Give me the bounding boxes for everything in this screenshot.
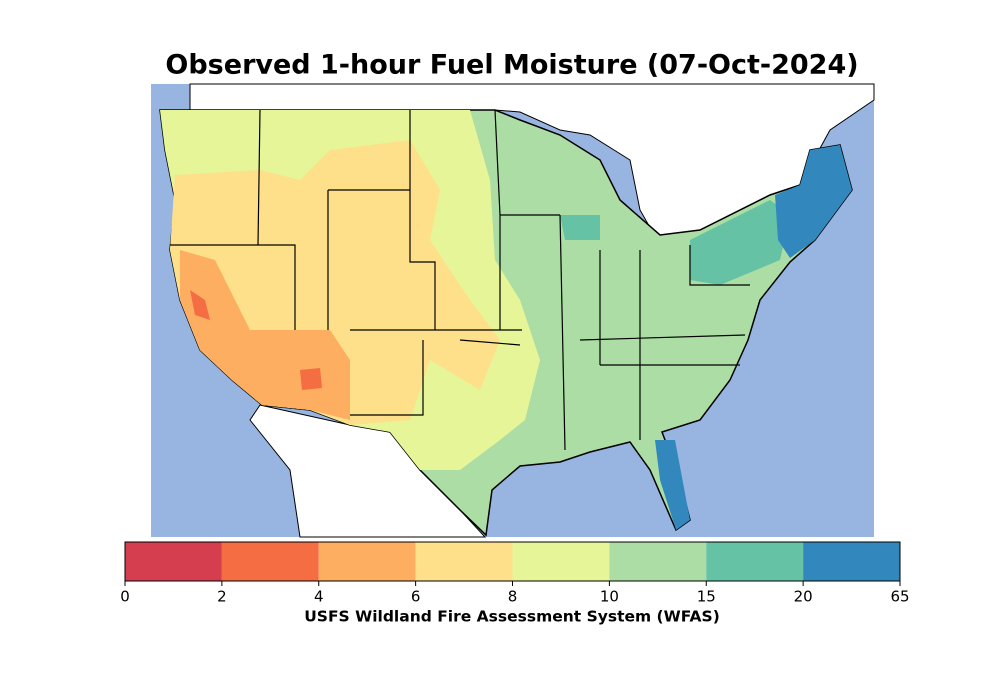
colorbar-segment <box>512 542 610 581</box>
state-borders <box>170 109 750 451</box>
colorbar-segment <box>706 542 804 581</box>
region-20-65 <box>655 145 852 530</box>
colorbar-tick-label: 8 <box>508 588 518 606</box>
colorbar-segment <box>415 542 513 581</box>
colorbar-segment <box>318 542 416 581</box>
colorbar-segment <box>221 542 319 581</box>
colorbar-tick-label: 20 <box>794 588 813 606</box>
map-title: Observed 1-hour Fuel Moisture (07-Oct-20… <box>165 50 858 81</box>
colorbar-label: USFS Wildland Fire Assessment System (WF… <box>304 608 720 626</box>
colorbar: 0 2 4 6 8 10 15 20 65 <box>120 541 910 606</box>
map <box>151 83 875 538</box>
colorbar-tick-label: 2 <box>217 588 227 606</box>
colorbar-tick-label: 0 <box>120 588 130 606</box>
colorbar-tick-label: 10 <box>600 588 619 606</box>
colorbar-segment <box>125 542 222 581</box>
colorbar-tick-label: 6 <box>411 588 421 606</box>
colorbar-tick-label: 65 <box>890 588 909 606</box>
colorbar-segment <box>803 542 900 581</box>
colorbar-tick-label: 15 <box>697 588 716 606</box>
region-2-4 <box>190 290 322 390</box>
colorbar-segment <box>609 542 707 581</box>
colorbar-tick-label: 4 <box>314 588 324 606</box>
region-15-20 <box>560 200 790 285</box>
